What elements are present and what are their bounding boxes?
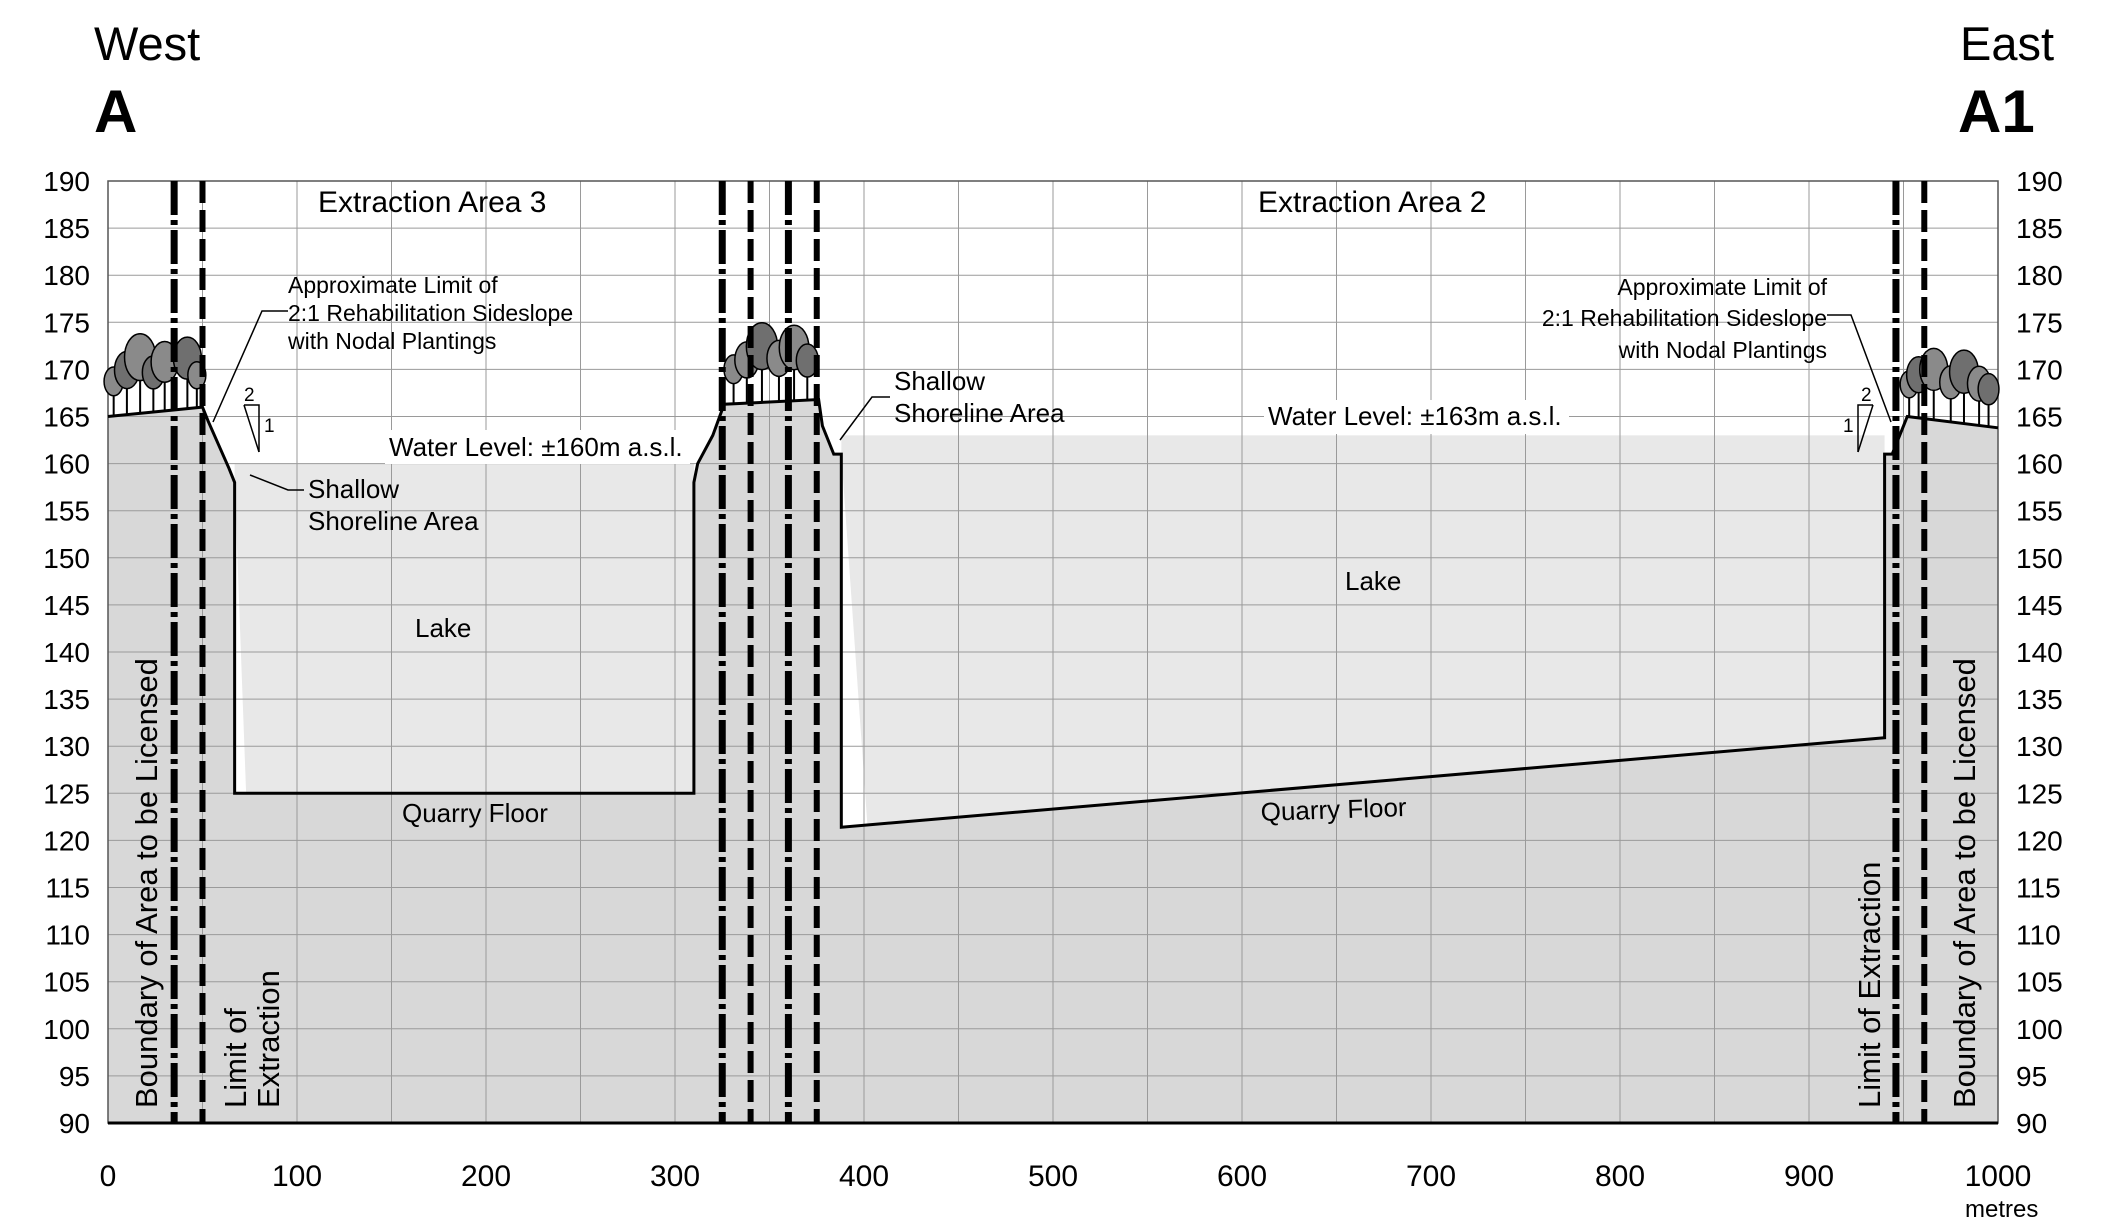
- sideslope-note-west-line2: 2:1 Rehabilitation Sideslope: [288, 300, 573, 326]
- y-tick-label-right: 120: [2016, 825, 2063, 856]
- limit-extraction-label-east: Limit of Extraction: [1852, 862, 1887, 1108]
- y-tick-label-right: 90: [2016, 1108, 2047, 1139]
- y-tick-label-right: 150: [2016, 543, 2063, 574]
- x-tick-label: 400: [839, 1160, 889, 1193]
- y-tick-label-left: 170: [43, 354, 90, 385]
- sideslope-note-west-line1: Approximate Limit of: [288, 272, 498, 298]
- y-tick-label-left: 135: [43, 684, 90, 715]
- y-tick-label-left: 140: [43, 637, 90, 668]
- limit-extraction-label-west-line2: Extraction: [251, 970, 286, 1108]
- y-tick-label-left: 115: [45, 873, 90, 904]
- x-tick-label: 500: [1028, 1160, 1078, 1193]
- y-tick-label-right: 155: [2016, 496, 2063, 527]
- shoreline-leader-east: [840, 397, 890, 440]
- y-tick-label-right: 170: [2016, 354, 2063, 385]
- quarry-floor-label-east: Quarry Floor: [1260, 792, 1407, 827]
- x-axis-unit: metres: [1965, 1196, 2038, 1223]
- slope-rise-east: 1: [1843, 416, 1854, 437]
- tree-canopy: [1978, 374, 1999, 405]
- y-tick-label-left: 160: [43, 449, 90, 480]
- y-tick-label-left: 190: [43, 166, 90, 197]
- lake-label-east: Lake: [1345, 566, 1401, 596]
- shoreline-label-west-line1: Shallow: [308, 474, 399, 504]
- x-tick-label: 800: [1595, 1160, 1645, 1193]
- shoreline-label-west-line2: Shoreline Area: [308, 506, 479, 536]
- water-level-label-east: Water Level: ±163m a.s.l.: [1268, 401, 1562, 431]
- y-tick-label-left: 145: [43, 590, 90, 621]
- y-tick-label-right: 110: [2016, 920, 2061, 951]
- y-tick-label-right: 100: [2016, 1014, 2063, 1045]
- y-tick-label-left: 105: [43, 967, 90, 998]
- y-tick-label-right: 160: [2016, 449, 2063, 480]
- y-tick-label-left: 185: [43, 213, 90, 244]
- water-level-label-west: Water Level: ±160m a.s.l.: [389, 432, 683, 462]
- sideslope-leader-east: [1827, 315, 1891, 422]
- y-tick-label-right: 140: [2016, 637, 2063, 668]
- extraction-area-2-title: Extraction Area 2: [1258, 186, 1486, 219]
- x-tick-label: 300: [650, 1160, 700, 1193]
- x-tick-label: 100: [272, 1160, 322, 1193]
- shoreline-label-east-line1: Shallow: [894, 366, 985, 396]
- y-tick-label-left: 90: [59, 1108, 90, 1139]
- y-tick-label-right: 95: [2016, 1061, 2047, 1092]
- sideslope-note-west-line3: with Nodal Plantings: [287, 328, 496, 354]
- y-tick-label-right: 180: [2016, 260, 2063, 291]
- slope-run-east: 2: [1861, 385, 1872, 406]
- x-tick-label: 700: [1406, 1160, 1456, 1193]
- y-tick-label-left: 150: [43, 543, 90, 574]
- lake-label-west: Lake: [415, 613, 471, 643]
- x-tick-label: 600: [1217, 1160, 1267, 1193]
- y-tick-label-left: 95: [59, 1061, 90, 1092]
- y-tick-label-left: 100: [43, 1014, 90, 1045]
- sideslope-note-east-line2: 2:1 Rehabilitation Sideslope: [1542, 305, 1827, 331]
- y-tick-label-right: 165: [2016, 402, 2063, 433]
- y-tick-label-right: 135: [2016, 684, 2063, 715]
- x-tick-label: 1000: [1965, 1160, 2032, 1193]
- y-tick-label-right: 190: [2016, 166, 2063, 197]
- slope-ratio-symbol-west: 2 1: [244, 385, 275, 452]
- y-tick-label-right: 105: [2016, 967, 2063, 998]
- quarry-floor-label-west: Quarry Floor: [402, 798, 548, 828]
- x-tick-label: 0: [100, 1160, 117, 1193]
- extraction-area-3-title: Extraction Area 3: [318, 186, 546, 219]
- y-tick-label-right: 115: [2016, 873, 2061, 904]
- y-tick-label-left: 130: [43, 731, 90, 762]
- y-tick-label-right: 175: [2016, 307, 2063, 338]
- x-tick-label: 900: [1784, 1160, 1834, 1193]
- boundary-label-west: Boundary of Area to be Licensed: [129, 658, 164, 1108]
- y-tick-label-left: 120: [43, 825, 90, 856]
- boundary-label-east: Boundary of Area to be Licensed: [1947, 658, 1982, 1108]
- y-tick-label-right: 130: [2016, 731, 2063, 762]
- y-tick-label-left: 110: [45, 920, 90, 951]
- slope-run-west: 2: [244, 385, 255, 406]
- y-tick-label-left: 125: [43, 778, 90, 809]
- limit-extraction-label-west-line1: Limit of: [218, 1008, 253, 1108]
- shoreline-label-east-line2: Shoreline Area: [894, 398, 1065, 428]
- y-tick-label-right: 125: [2016, 778, 2063, 809]
- sideslope-note-east-line1: Approximate Limit of: [1617, 274, 1827, 300]
- y-tick-label-left: 180: [43, 260, 90, 291]
- y-tick-label-left: 165: [43, 402, 90, 433]
- x-tick-label: 200: [461, 1160, 511, 1193]
- y-tick-label-left: 155: [43, 496, 90, 527]
- y-tick-label-right: 145: [2016, 590, 2063, 621]
- slope-rise-west: 1: [264, 416, 275, 437]
- sideslope-note-east-line3: with Nodal Plantings: [1618, 337, 1827, 363]
- y-tick-label-left: 175: [43, 307, 90, 338]
- y-tick-label-right: 185: [2016, 213, 2063, 244]
